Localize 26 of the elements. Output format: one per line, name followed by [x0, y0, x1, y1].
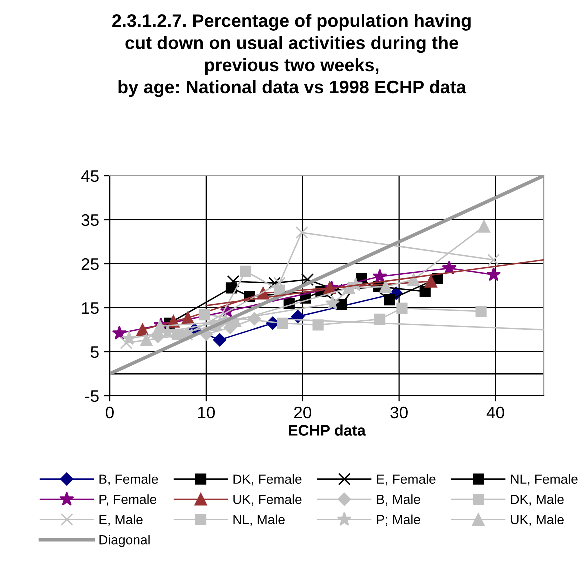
legend-label: E, Male — [100, 514, 143, 526]
legend-label: Diagonal — [100, 535, 150, 548]
x-tick-label: 0 — [106, 406, 114, 419]
chart-title: 2.3.1.2.7. Percentage of population having cut down on usual activities during the previous two weeks, by age: National data vs 1998 ECHP data — [112, 14, 471, 98]
y-tick-label: 45 — [81, 170, 99, 182]
legend-label: B, Female — [100, 474, 158, 486]
legend-label: UK, Female — [234, 494, 302, 506]
y-tick-label: -5 — [86, 390, 99, 402]
legend-label: DK, Female — [234, 474, 302, 486]
legend-label: UK, Male — [511, 514, 564, 526]
y-tick-label: 5 — [90, 346, 99, 358]
legend-label: NL, Female — [511, 474, 578, 486]
legend-label: E, Female — [377, 474, 436, 486]
legend-label: NL, Male — [234, 514, 285, 526]
x-tick-label: 40 — [486, 406, 504, 419]
legend-label: P, Female — [100, 494, 157, 506]
legend-label: B, Male — [377, 494, 420, 506]
x-axis-title: ECHP data — [289, 424, 366, 436]
x-tick-label: 10 — [198, 406, 216, 419]
x-tick-label: 30 — [390, 406, 408, 419]
y-tick-label: 35 — [82, 214, 99, 226]
legend-label: DK, Male — [511, 494, 564, 506]
x-tick-label: 20 — [294, 406, 312, 419]
y-tick-label: 25 — [82, 258, 99, 270]
y-tick-label: 15 — [82, 302, 99, 314]
legend-label: P; Male — [377, 514, 420, 526]
